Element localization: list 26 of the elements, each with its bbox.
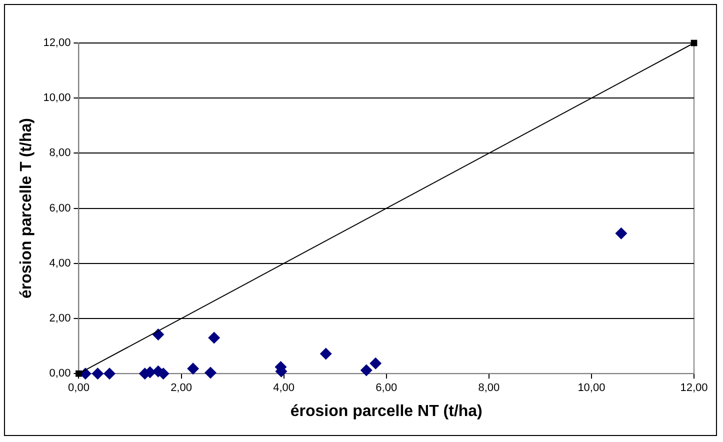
point [103, 368, 116, 380]
point [187, 362, 200, 375]
x-tick-label: 4,00 [273, 382, 295, 394]
y-tick-label: 6,00 [49, 202, 71, 214]
point [76, 370, 82, 377]
x-axis-title: érosion parcelle NT (t/ha) [290, 402, 482, 420]
y-tick-label: 4,00 [49, 257, 71, 270]
x-tick-label: 8,00 [478, 382, 500, 394]
point [208, 332, 220, 344]
y-tick-label: 2,00 [49, 312, 71, 325]
x-tick-label: 6,00 [376, 382, 398, 394]
x-tick-label: 2,00 [170, 382, 192, 394]
x-tick-label: 12,00 [680, 382, 708, 394]
y-tick-label: 10,00 [43, 92, 71, 104]
y-axis-title: érosion parcelle T (t/ha) [18, 118, 36, 299]
point [360, 364, 372, 376]
x-tick-label: 0,00 [68, 382, 90, 394]
point [615, 227, 628, 240]
y-tick-label: 12,00 [43, 37, 71, 50]
point [92, 368, 104, 380]
point [204, 366, 216, 379]
x-tick-label: 10,00 [578, 382, 606, 394]
y-tick-label: 8,00 [49, 147, 71, 160]
y-tick-label: 0,00 [49, 368, 71, 380]
point [370, 357, 382, 370]
point [320, 348, 332, 360]
